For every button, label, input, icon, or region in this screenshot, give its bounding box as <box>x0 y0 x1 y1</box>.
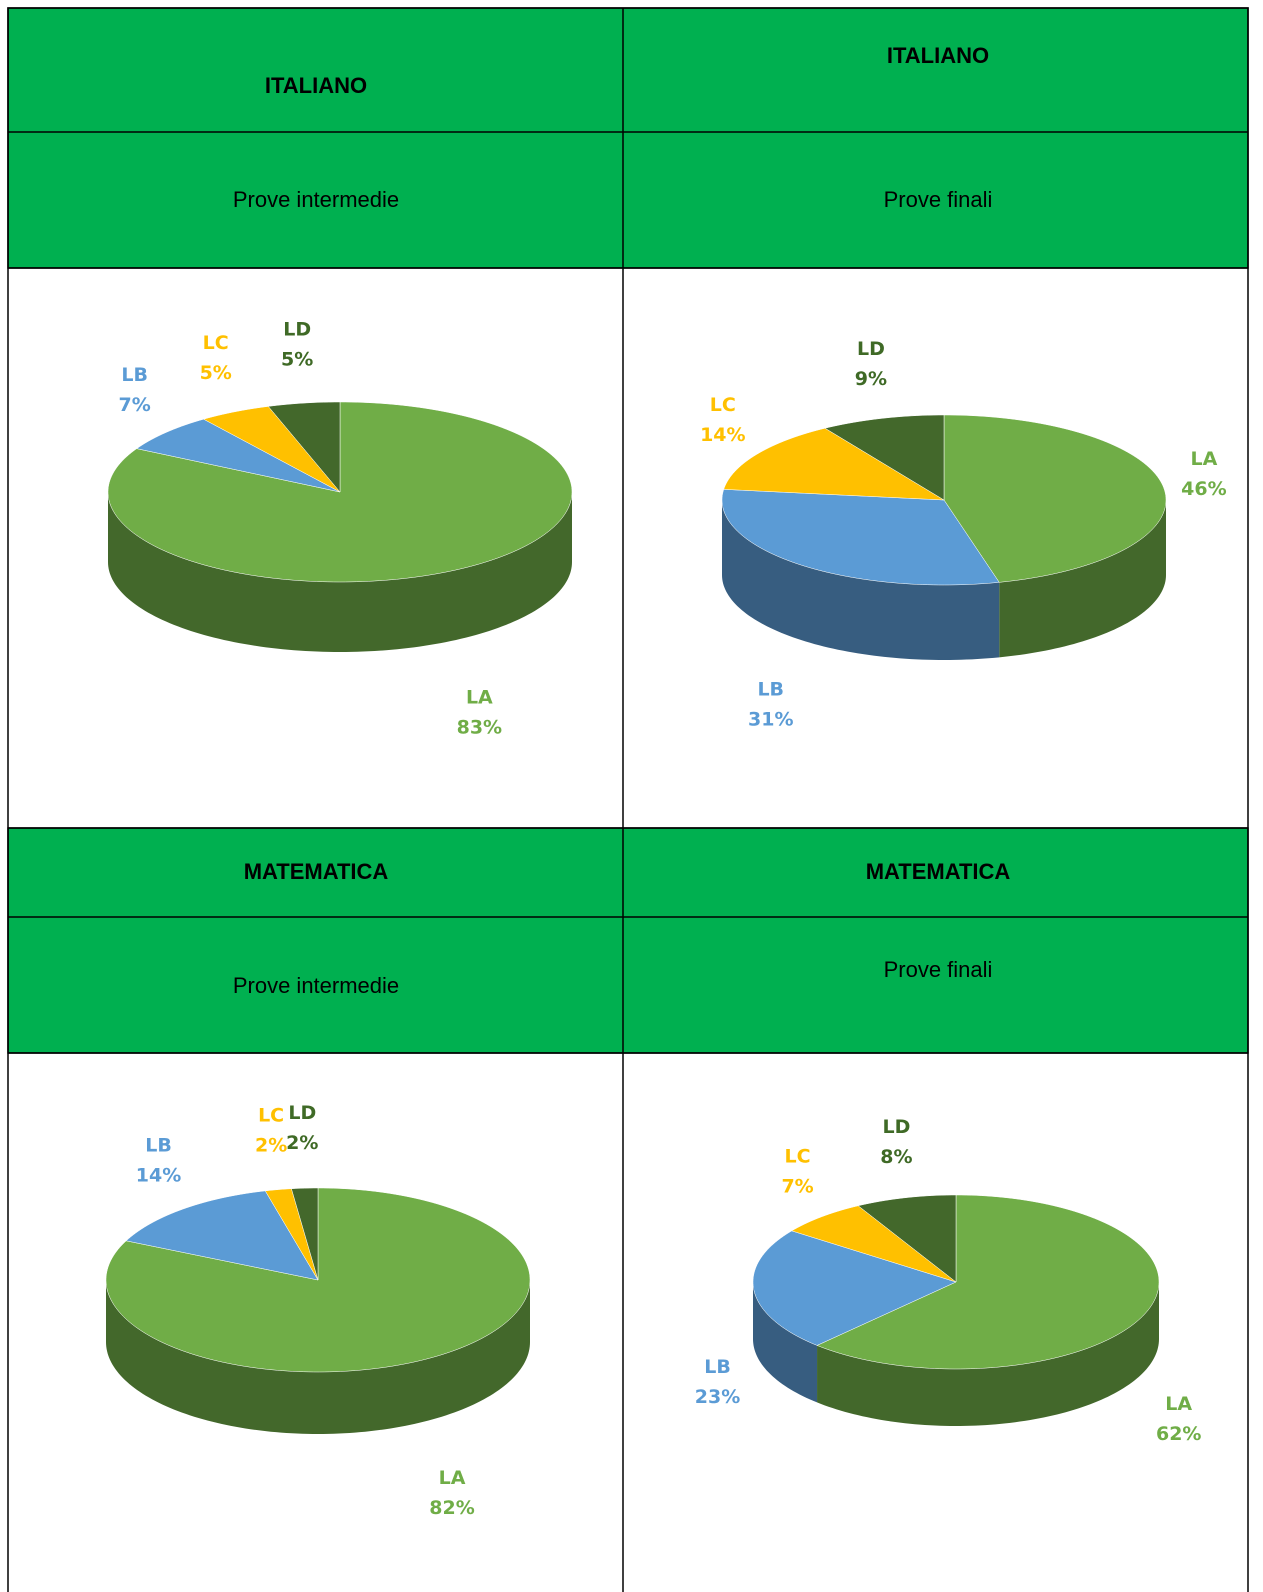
data-label-category: LD <box>283 319 311 341</box>
pie-slice <box>267 401 341 493</box>
data-label-value: 83% <box>457 717 502 739</box>
pie-slice <box>136 418 341 493</box>
table-border <box>7 7 1249 1592</box>
pie-side <box>817 1282 1159 1426</box>
subject-header: ITALIANO <box>887 43 989 68</box>
pie-slice <box>264 1188 319 1281</box>
data-label-category: LC <box>710 394 736 416</box>
data-label-value: 5% <box>281 349 313 371</box>
pie-side <box>999 500 1166 658</box>
pie-side <box>722 500 1000 660</box>
subject-header: MATEMATICA <box>866 859 1011 884</box>
data-label-value: 2% <box>255 1134 287 1156</box>
data-label-category: LC <box>203 332 229 354</box>
data-label-value: 7% <box>119 394 151 416</box>
pie-slice <box>723 427 945 501</box>
pie-slice <box>752 1230 957 1346</box>
table <box>7 7 1249 1592</box>
test-header: Prove intermedie <box>233 973 399 998</box>
green-header <box>7 7 1249 269</box>
test-header: Prove intermedie <box>233 187 399 212</box>
test-header: Prove finali <box>884 957 993 982</box>
data-label-category: LB <box>145 1135 172 1157</box>
data-label-value: 9% <box>855 368 887 390</box>
data-label-category: LA <box>466 687 493 709</box>
pie-slice <box>824 414 945 501</box>
data-label-category: LD <box>882 1116 910 1138</box>
data-label-value: 31% <box>748 708 793 730</box>
pie-slice <box>291 1187 319 1281</box>
data-label-value: 23% <box>695 1386 740 1408</box>
data-label-category: LB <box>704 1356 731 1378</box>
test-header: Prove finali <box>884 187 993 212</box>
pie-slice <box>816 1194 1160 1370</box>
pie-slice <box>943 414 1167 583</box>
pie-side <box>753 1282 818 1403</box>
data-label-category: LD <box>857 338 885 360</box>
data-label-value: 82% <box>429 1497 474 1519</box>
data-label-value: 5% <box>200 362 232 384</box>
subject-header: MATEMATICA <box>244 859 389 884</box>
data-label-value: 2% <box>286 1132 318 1154</box>
data-label-category: LA <box>439 1467 466 1489</box>
pie-slice <box>125 1190 319 1281</box>
data-label-category: LC <box>258 1104 284 1126</box>
data-label-value: 62% <box>1156 1423 1201 1445</box>
data-label-category: LA <box>1190 448 1217 470</box>
data-label-category: LB <box>121 364 148 386</box>
pie-slice <box>857 1194 957 1283</box>
pie-side <box>106 1280 530 1434</box>
pie-side <box>108 492 572 652</box>
data-label-value: 46% <box>1181 478 1226 500</box>
subject-header: ITALIANO <box>265 73 367 98</box>
data-label-category: LA <box>1165 1393 1192 1415</box>
data-label-value: 8% <box>880 1146 912 1168</box>
pie-slice <box>202 406 341 493</box>
data-label-value: 14% <box>136 1165 181 1187</box>
green-header <box>7 827 1249 1054</box>
data-label-category: LC <box>785 1145 811 1167</box>
data-label-value: 14% <box>700 424 745 446</box>
pie-slice <box>721 489 1000 586</box>
data-label-category: LD <box>288 1102 316 1124</box>
pie-slice <box>791 1205 957 1283</box>
data-label-value: 7% <box>781 1175 813 1197</box>
data-label-category: LB <box>757 678 784 700</box>
